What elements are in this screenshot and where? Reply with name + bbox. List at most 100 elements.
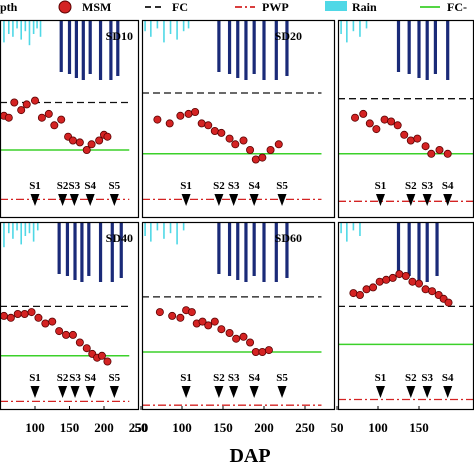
msm-point — [204, 321, 213, 330]
msm-point — [246, 145, 255, 154]
stage-arrow — [58, 386, 68, 398]
msm-point — [27, 308, 36, 317]
msm-point — [103, 357, 112, 366]
msm-point — [421, 285, 430, 294]
irrigation-bar — [425, 222, 429, 282]
legend-label: Rain — [352, 0, 377, 14]
legend-marker-msm — [58, 0, 72, 14]
panel-title: SD10 — [106, 29, 133, 43]
irrigation-bar — [98, 222, 103, 282]
msm-point — [4, 113, 13, 122]
msm-point — [153, 115, 162, 124]
msm-point — [382, 275, 391, 284]
msm-point — [0, 311, 8, 320]
x-tick-label: 150 — [213, 420, 233, 435]
rain-bar — [187, 20, 190, 29]
rain-bar — [144, 20, 146, 32]
stage-arrow — [181, 386, 191, 398]
stage-label: S4 — [442, 180, 454, 192]
irrigation-bar — [244, 222, 248, 282]
x-tick-label: 50 — [331, 420, 344, 435]
rain-bar — [39, 20, 42, 37]
msm-point — [95, 136, 104, 145]
msm-point — [191, 108, 200, 117]
stage-label: S1 — [29, 180, 41, 192]
msm-point — [225, 134, 234, 143]
x-tick-label: 100 — [172, 420, 192, 435]
stage-label: S2 — [57, 372, 69, 384]
msm-point — [369, 283, 378, 292]
panel-content: S1 S2 S3 S4 S5 — [142, 222, 322, 406]
stage-label: S3 — [228, 372, 240, 384]
irrigation-bar — [252, 20, 256, 74]
msm-point — [168, 311, 177, 320]
msm-point — [75, 338, 84, 347]
stage-label: S5 — [276, 372, 288, 384]
legend-item: PWP — [235, 0, 289, 14]
x-tick-label: 50 — [135, 420, 148, 435]
irrigation-bar — [433, 20, 437, 74]
stage-label: S2 — [57, 180, 69, 192]
rain-bar — [16, 222, 18, 231]
irrigation-bar — [285, 20, 289, 76]
stage-arrow — [375, 194, 385, 206]
panel-frame — [141, 19, 336, 219]
irrigation-bar — [417, 222, 421, 280]
stage-arrow — [58, 194, 68, 206]
msm-point — [210, 127, 219, 136]
msm-point — [258, 347, 267, 356]
msm-point — [217, 128, 226, 137]
msm-point — [62, 330, 71, 339]
msm-point — [401, 271, 410, 280]
rain-bar — [169, 222, 172, 234]
stage-label: S1 — [375, 372, 387, 384]
msm-point — [264, 346, 273, 355]
rain-bar — [352, 20, 355, 32]
x-tick-label: 150 — [60, 420, 80, 435]
msm-point — [82, 344, 91, 353]
msm-point — [365, 119, 374, 128]
rain-bar — [12, 20, 14, 37]
rain-bar — [28, 20, 31, 46]
msm-point — [359, 109, 368, 118]
msm-point — [187, 308, 196, 317]
x-tick-label: 150 — [409, 420, 429, 435]
msm-point — [55, 327, 64, 336]
msm-point — [435, 145, 444, 154]
irrigation-bar — [98, 20, 103, 80]
irrigation-bar — [87, 222, 91, 276]
irrigation-bar — [274, 222, 278, 282]
irrigation-bar — [73, 222, 77, 280]
stage-label: S4 — [248, 372, 260, 384]
msm-point — [406, 136, 415, 145]
stage-arrow — [109, 194, 119, 206]
msm-point — [198, 317, 207, 326]
irrigation-bar — [262, 222, 266, 282]
irrigation-bar — [116, 20, 120, 76]
msm-point — [103, 132, 112, 141]
rain-bar — [150, 20, 152, 37]
msm-point — [427, 149, 436, 158]
panel-frame — [141, 221, 336, 411]
legend-label: FC- — [447, 0, 467, 14]
rain-bar — [32, 20, 35, 34]
msm-point — [251, 347, 260, 356]
stage-arrow — [214, 194, 224, 206]
rain-bar — [176, 222, 178, 245]
panel-top-middle: S1 S2 S3 S4 S5 SD20 — [141, 19, 336, 219]
stage-label: S5 — [276, 180, 288, 192]
irrigation-bar — [274, 20, 278, 80]
msm-point — [165, 119, 174, 128]
rain-bar — [36, 222, 39, 231]
panel-content: S1 S2 S3 S4 — [338, 20, 474, 206]
rain-bar — [176, 20, 178, 40]
msm-point — [351, 113, 360, 122]
irrigation-bar — [396, 222, 401, 274]
irrigation-bar — [425, 20, 429, 80]
stage-arrow — [30, 194, 40, 206]
rain-bar — [156, 20, 159, 29]
x-tick-label: 100 — [368, 420, 388, 435]
stage-label: S1 — [180, 180, 192, 192]
stage-label: S3 — [69, 372, 81, 384]
